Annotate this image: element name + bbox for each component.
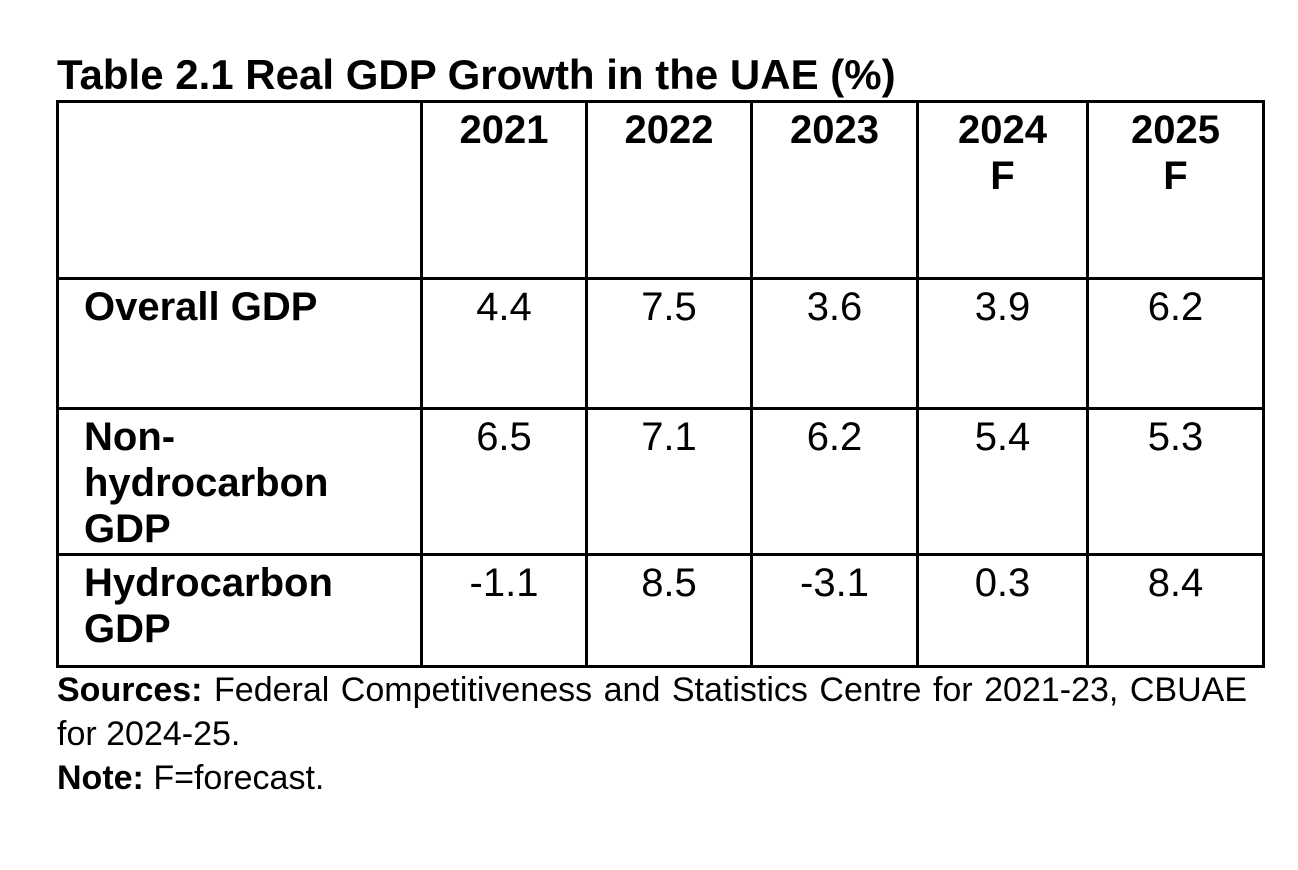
value-cell: 5.4 xyxy=(916,407,1089,556)
row-label: Hydrocarbon GDP xyxy=(84,561,333,651)
header-cell: 2021 xyxy=(420,100,588,280)
value-cell: 7.1 xyxy=(585,407,753,556)
header-text: 2022 xyxy=(624,108,714,152)
header-text: 2024 F xyxy=(958,108,1047,198)
header-cell: 2022 xyxy=(585,100,753,280)
table-row: Non-hydrocarbon GDP 6.5 7.1 6.2 5.4 5.3 xyxy=(56,407,1265,556)
value-cell: 3.9 xyxy=(916,277,1089,410)
value-cell: -1.1 xyxy=(420,553,588,668)
table-row: Overall GDP 4.4 7.5 3.6 3.9 6.2 xyxy=(56,277,1265,410)
note-text: Federal Competitiveness and Statistics C… xyxy=(57,671,1248,753)
table-body: Overall GDP 4.4 7.5 3.6 3.9 6.2 Non-hydrocarbo… xyxy=(56,277,1265,668)
value-cell: 8.5 xyxy=(585,553,753,668)
value-cell: 6.5 xyxy=(420,407,588,556)
value-cell: 6.2 xyxy=(750,407,919,556)
note-text: F=forecast. xyxy=(153,759,325,797)
row-label-cell: Overall GDP xyxy=(56,277,423,410)
note-label: Sources: xyxy=(57,671,203,709)
row-label: Overall GDP xyxy=(84,285,318,329)
header-text: 2021 xyxy=(459,108,549,152)
value-cell: -3.1 xyxy=(750,553,919,668)
value-cell: 7.5 xyxy=(585,277,753,410)
header-text: 2025 F xyxy=(1131,108,1220,198)
note-label: Note: xyxy=(57,759,144,797)
row-label: Non-hydrocarbon GDP xyxy=(84,415,329,551)
note: Sources: Federal Competitiveness and Sta… xyxy=(57,668,1247,756)
value-cell: 3.6 xyxy=(750,277,919,410)
note: Note: F=forecast. xyxy=(57,756,1247,800)
header-row: 2021 2022 2023 2024 F 2025 F xyxy=(56,100,1265,280)
table-title: Table 2.1 Real GDP Growth in the UAE (%) xyxy=(57,51,896,98)
value-cell: 5.3 xyxy=(1086,407,1265,556)
value-cell: 8.4 xyxy=(1086,553,1265,668)
gdp-table: 2021 2022 2023 2024 F 2025 F Overall GDP 4.4 7… xyxy=(56,100,1265,668)
header-cell: 2024 F xyxy=(916,100,1089,280)
notes: Sources: Federal Competitiveness and Sta… xyxy=(57,668,1247,800)
table-row: Hydrocarbon GDP -1.1 8.5 -3.1 0.3 8.4 xyxy=(56,553,1265,668)
value-cell: 4.4 xyxy=(420,277,588,410)
header-cell: 2023 xyxy=(750,100,919,280)
row-label-cell: Non-hydrocarbon GDP xyxy=(56,407,423,556)
value-cell: 6.2 xyxy=(1086,277,1265,410)
value-cell: 0.3 xyxy=(916,553,1089,668)
corner-cell xyxy=(56,100,423,280)
header-text: 2023 xyxy=(790,108,879,152)
row-label-cell: Hydrocarbon GDP xyxy=(56,553,423,668)
header-cell: 2025 F xyxy=(1086,100,1265,280)
